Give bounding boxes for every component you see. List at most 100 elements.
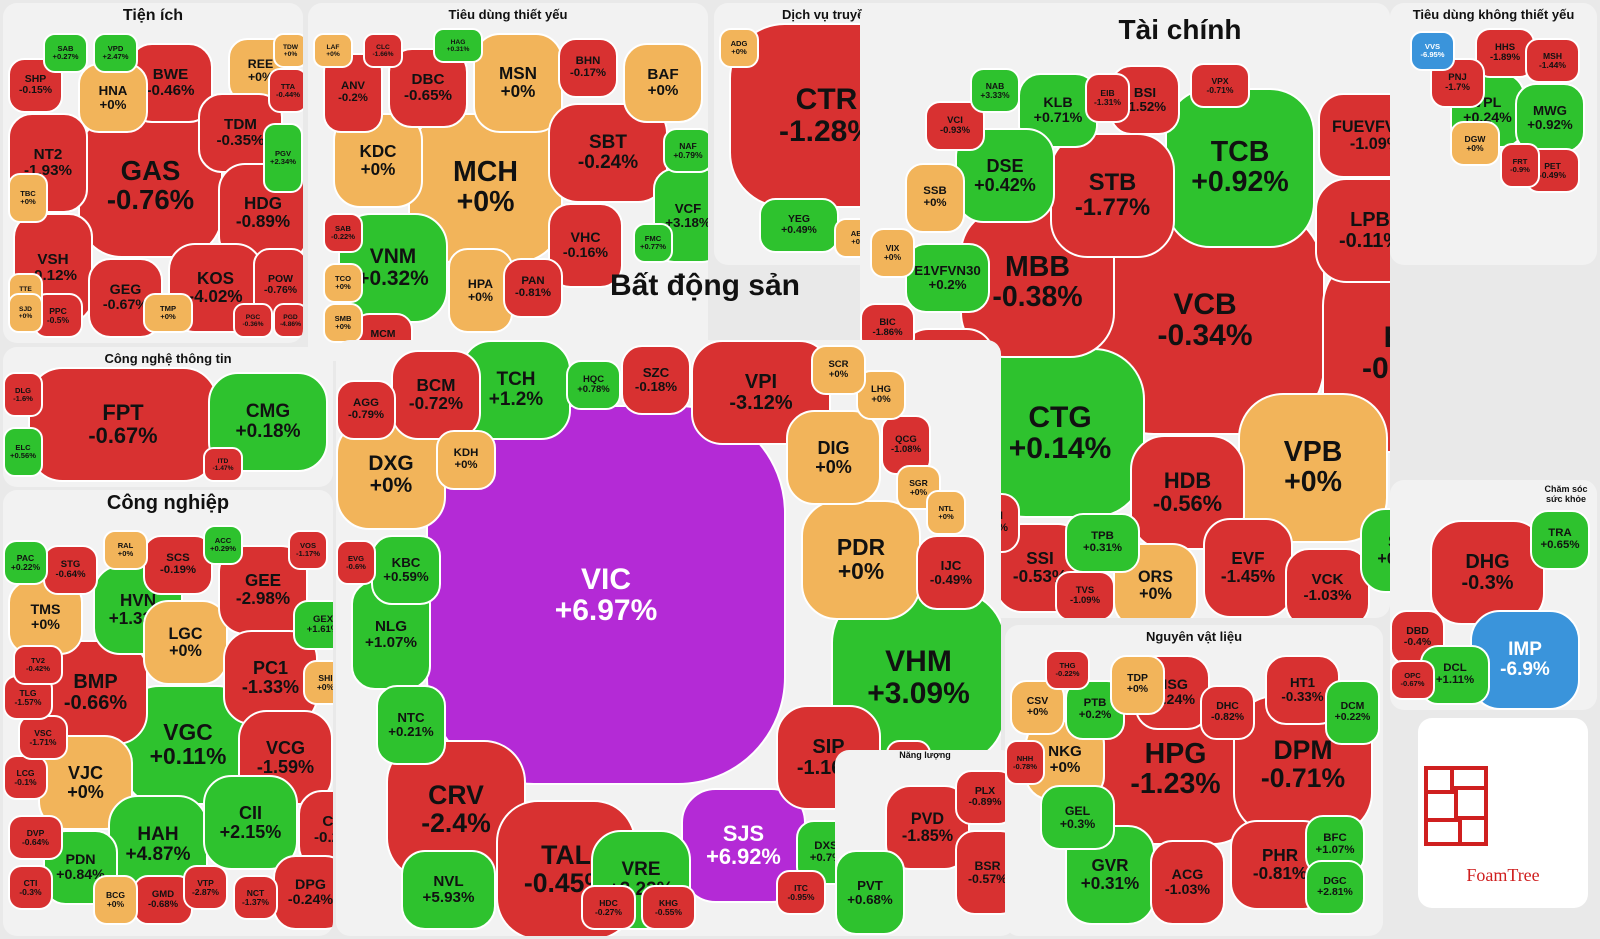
stock-cell-dcm[interactable]: DCM +0.22%: [1325, 680, 1380, 745]
stock-cell-dgw[interactable]: DGW +0%: [1450, 121, 1500, 166]
stock-cell-hqc[interactable]: HQC +0.78%: [566, 360, 621, 410]
stock-cell-ral[interactable]: RAL +0%: [103, 530, 148, 570]
stock-cell-dse[interactable]: DSE +0.42%: [955, 128, 1055, 223]
stock-cell-mbb[interactable]: MBB -0.38%: [960, 208, 1115, 358]
stock-cell-itc[interactable]: ITC -0.95%: [776, 870, 826, 915]
stock-cell-bhn[interactable]: BHN -0.17%: [558, 38, 618, 98]
stock-cell-kbc[interactable]: KBC +0.59%: [371, 535, 441, 605]
stock-cell-ors[interactable]: ORS +0%: [1113, 543, 1198, 618]
stock-cell-vpx[interactable]: VPX -0.71%: [1190, 63, 1250, 108]
stock-cell-sjd[interactable]: SJD +0%: [8, 293, 43, 333]
stock-cell-tpb[interactable]: TPB +0.31%: [1065, 513, 1140, 573]
stock-cell-thg[interactable]: THG -0.22%: [1045, 650, 1090, 690]
stock-cell-dpg[interactable]: DPG -0.24%: [273, 855, 333, 930]
stock-cell-vvs[interactable]: VVS -6.95%: [1410, 31, 1455, 71]
stock-cell-agg[interactable]: AGG -0.79%: [336, 380, 396, 440]
stock-cell-kdh[interactable]: KDH +0%: [436, 430, 496, 490]
stock-cell-clc[interactable]: CLC -1.66%: [363, 33, 403, 68]
stock-cell-opc[interactable]: OPC -0.67%: [1390, 660, 1435, 700]
stock-cell-e1vfvn30[interactable]: E1VFVN30 +0.2%: [905, 243, 990, 313]
stock-cell-gel[interactable]: GEL +0.3%: [1040, 785, 1115, 850]
stock-cell-mch[interactable]: MCH +0%: [408, 113, 563, 263]
stock-cell-tv2[interactable]: TV2 -0.42%: [13, 645, 63, 685]
stock-cell-ntc[interactable]: NTC +0.21%: [376, 685, 446, 765]
stock-cell-dhc[interactable]: DHC -0.82%: [1200, 685, 1255, 740]
stock-cell-evf[interactable]: EVF -1.45%: [1203, 518, 1293, 618]
stock-cell-yeg[interactable]: YEG +0.49%: [759, 198, 839, 253]
stock-cell-naf[interactable]: NAF +0.79%: [663, 128, 708, 173]
stock-cell-lgc[interactable]: LGC +0%: [143, 600, 228, 685]
stock-cell-cti[interactable]: CTI -0.3%: [8, 865, 53, 910]
stock-cell-vck[interactable]: VCK -1.03%: [1285, 548, 1370, 618]
stock-cell-nab[interactable]: NAB +3.33%: [970, 68, 1020, 113]
stock-cell-hdc[interactable]: HDC -0.27%: [581, 885, 636, 930]
stock-cell-lcg[interactable]: LCG -0.1%: [3, 755, 48, 800]
stock-cell-pdr[interactable]: PDR +0%: [801, 500, 921, 620]
stock-cell-ntl[interactable]: NTL +0%: [926, 490, 966, 535]
stock-cell-shb[interactable]: SHB+0.33%: [1360, 508, 1390, 593]
stock-cell-ssb[interactable]: SSB +0%: [905, 163, 965, 233]
stock-cell-itd[interactable]: ITD -1.47%: [203, 447, 243, 482]
stock-cell-acc[interactable]: ACC +0.29%: [203, 525, 243, 565]
stock-cell-tvs[interactable]: TVS -1.09%: [1055, 571, 1115, 618]
stock-cell-nhh[interactable]: NHH -0.78%: [1005, 740, 1045, 785]
stock-cell-lpb[interactable]: LPB-0.11%: [1315, 178, 1390, 283]
stock-cell-pgc[interactable]: PGC -0.36%: [233, 303, 273, 338]
stock-cell-fmc[interactable]: FMC +0.77%: [633, 223, 673, 263]
stock-cell-eib[interactable]: EIB -1.31%: [1085, 73, 1130, 123]
stock-cell-shi[interactable]: SHI +0%: [303, 660, 333, 705]
stock-cell-vos[interactable]: VOS -1.17%: [288, 530, 328, 570]
stock-cell-dig[interactable]: DIG +0%: [786, 410, 881, 505]
stock-cell-tcb[interactable]: TCB +0.92%: [1165, 88, 1315, 248]
stock-cell-pvt[interactable]: PVT +0.68%: [835, 850, 905, 935]
stock-cell-vpd[interactable]: VPD +2.47%: [93, 33, 138, 73]
stock-cell-laf[interactable]: LAF +0%: [313, 33, 353, 68]
stock-cell-vix[interactable]: VIX +0%: [870, 228, 915, 278]
stock-cell-acg[interactable]: ACG -1.03%: [1150, 840, 1225, 925]
stock-cell-lhg[interactable]: LHG +0%: [856, 370, 906, 420]
stock-cell-hhs[interactable]: HHS -1.89%: [1475, 28, 1535, 78]
stock-cell-nt2[interactable]: NT2 -1.93%: [8, 113, 88, 213]
stock-cell-frt[interactable]: FRT -0.9%: [1500, 143, 1540, 188]
stock-cell-evg[interactable]: EVG -0.6%: [336, 540, 376, 585]
stock-cell-stg[interactable]: STG -0.64%: [43, 545, 98, 595]
stock-cell-baf[interactable]: BAF +0%: [623, 43, 703, 123]
stock-cell-smb[interactable]: SMB +0%: [323, 303, 363, 343]
stock-cell-dbd[interactable]: DBD -0.4%: [1390, 610, 1445, 665]
stock-cell-msn[interactable]: MSN +0%: [473, 33, 563, 133]
stock-cell-ijc[interactable]: IJC -0.49%: [916, 535, 986, 610]
stock-cell-tmp[interactable]: TMP +0%: [143, 293, 193, 333]
stock-cell-bcg[interactable]: BCG +0%: [93, 875, 138, 925]
stock-cell-tdp[interactable]: TDP +0%: [1110, 655, 1165, 715]
stock-cell-vtp[interactable]: VTP -2.87%: [183, 865, 228, 910]
stock-cell-pan[interactable]: PAN -0.81%: [503, 258, 563, 318]
stock-cell-tbc[interactable]: TBC +0%: [8, 173, 48, 223]
stock-cell-msh[interactable]: MSH -1.44%: [1525, 38, 1580, 83]
stock-cell-szc[interactable]: SZC -0.18%: [621, 345, 691, 415]
stock-cell-sab[interactable]: SAB +0.27%: [43, 33, 88, 73]
stock-cell-tra[interactable]: TRA +0.65%: [1530, 510, 1590, 570]
stock-cell-adg[interactable]: ADG +0%: [719, 28, 759, 68]
stock-cell-tco[interactable]: TCO +0%: [323, 263, 363, 303]
stock-cell-khg[interactable]: KHG -0.55%: [641, 885, 696, 930]
stock-cell-pac[interactable]: PAC +0.22%: [3, 540, 48, 585]
stock-cell-dvp[interactable]: DVP -0.64%: [8, 815, 63, 860]
stock-cell-nct[interactable]: NCT -1.37%: [233, 875, 278, 920]
stock-cell-sab[interactable]: SAB -0.22%: [323, 213, 363, 253]
stock-cell-tta[interactable]: TTA -0.44%: [268, 68, 303, 113]
stock-cell-dlg[interactable]: DLG -1.6%: [3, 372, 43, 417]
stock-cell-pgd[interactable]: PGD -4.86%: [273, 303, 303, 338]
stock-cell-hna[interactable]: HNA +0%: [78, 63, 148, 133]
stock-cell-tdw[interactable]: TDW +0%: [273, 33, 303, 68]
stock-cell-cii[interactable]: CII +2.15%: [203, 775, 298, 870]
stock-cell-hag[interactable]: HAG +0.31%: [433, 28, 483, 63]
stock-cell-nvl[interactable]: NVL +5.93%: [401, 850, 496, 930]
stock-cell-hpa[interactable]: HPA +0%: [448, 248, 513, 333]
stock-cell-elc[interactable]: ELC +0.56%: [3, 427, 43, 477]
stock-cell-dhg[interactable]: DHG -0.3%: [1430, 520, 1545, 625]
stock-cell-stb[interactable]: STB -1.77%: [1050, 133, 1175, 258]
stock-cell-fpt[interactable]: FPT -0.67%: [28, 367, 218, 482]
stock-cell-fuevfvnd[interactable]: FUEVFVND-1.09%: [1318, 93, 1390, 178]
stock-cell-scr[interactable]: SCR +0%: [811, 345, 866, 395]
stock-cell-gex[interactable]: GEX+1.61%: [293, 600, 333, 650]
